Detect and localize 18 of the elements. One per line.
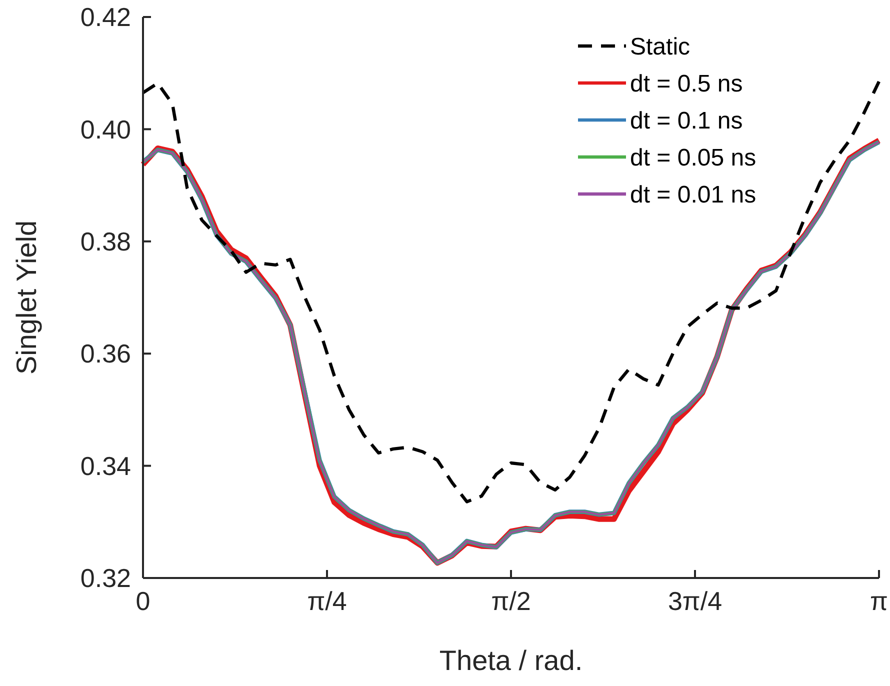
y-tick-label: 0.38 (80, 226, 131, 256)
x-tick-label: 0 (136, 586, 150, 616)
legend-label: dt = 0.5 ns (630, 70, 743, 98)
legend-label: dt = 0.01 ns (630, 181, 756, 208)
legend-label: dt = 0.05 ns (630, 144, 756, 172)
y-tick-label: 0.40 (80, 114, 131, 144)
y-tick-label: 0.42 (80, 2, 131, 32)
x-axis-title: Theta / rad. (439, 645, 583, 676)
legend-label: dt = 0.1 ns (630, 107, 743, 134)
y-tick-label: 0.36 (80, 338, 131, 369)
x-tick-label: π/4 (307, 586, 347, 616)
legend-label: Static (630, 33, 690, 60)
x-tick-label: 3π/4 (668, 586, 722, 616)
y-tick-label: 0.32 (80, 563, 131, 594)
x-tick-label: π/2 (491, 586, 531, 616)
y-tick-label: 0.34 (80, 450, 131, 481)
y-axis-title: Singlet Yield (11, 220, 42, 375)
x-tick-label: π (870, 586, 888, 616)
